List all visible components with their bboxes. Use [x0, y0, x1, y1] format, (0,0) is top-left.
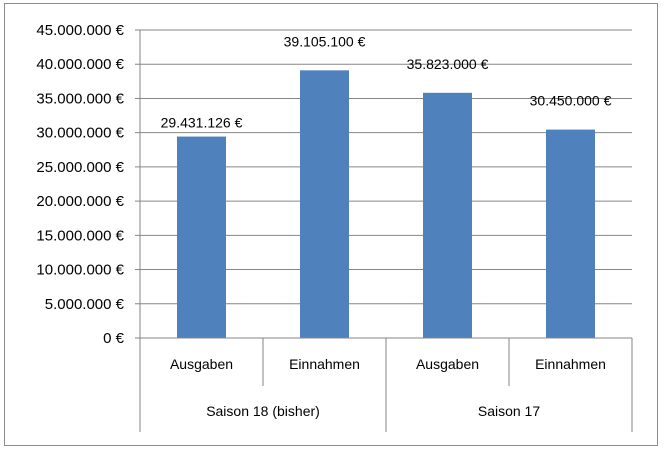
bar	[423, 92, 472, 339]
group-label: Saison 18 (bisher)	[206, 403, 320, 419]
data-label: 39.105.100 €	[284, 33, 366, 49]
y-tick-label: 25.000.000 €	[36, 159, 124, 176]
data-label: 29.431.126 €	[161, 115, 243, 131]
y-tick-label: 45.000.000 €	[36, 22, 124, 39]
y-tick-label: 10.000.000 €	[36, 262, 124, 279]
data-label: 35.823.000 €	[407, 56, 489, 72]
bar	[177, 136, 226, 338]
y-tick-label: 0 €	[103, 330, 125, 347]
category-label: Ausgaben	[170, 356, 233, 372]
bar	[300, 70, 349, 338]
bar	[546, 129, 595, 338]
y-tick-label: 15.000.000 €	[36, 227, 124, 244]
y-tick-label: 40.000.000 €	[36, 56, 124, 73]
y-tick-label: 35.000.000 €	[36, 90, 124, 107]
group-label: Saison 17	[478, 403, 540, 419]
data-label: 30.450.000 €	[530, 93, 612, 109]
y-tick-label: 5.000.000 €	[45, 296, 125, 313]
category-label: Einnahmen	[535, 356, 606, 372]
category-label: Ausgaben	[416, 356, 479, 372]
category-label: Einnahmen	[289, 356, 360, 372]
y-tick-label: 20.000.000 €	[36, 193, 124, 210]
y-tick-label: 30.000.000 €	[36, 125, 124, 142]
